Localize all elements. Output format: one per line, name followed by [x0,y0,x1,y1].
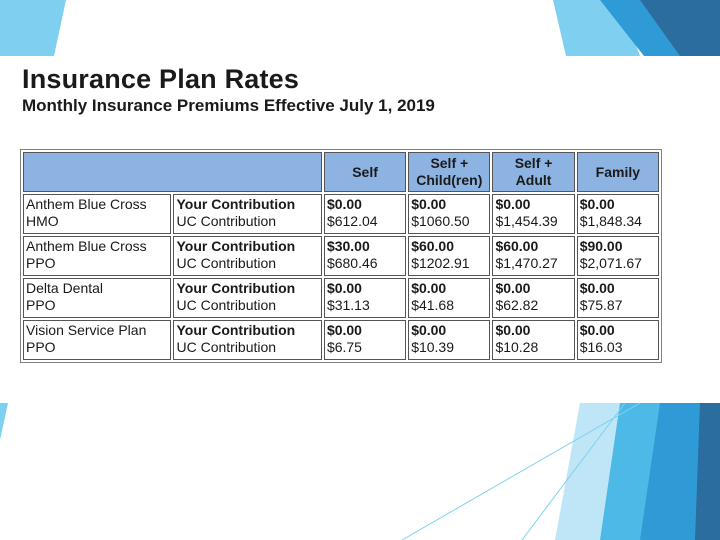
your-contribution-value: $0.00 [411,196,447,212]
plan-type: PPO [26,339,56,355]
contribution-label-cell: Your Contribution UC Contribution [173,278,322,318]
decor-shape-bottom-right-dark [695,403,720,540]
your-contribution-value: $0.00 [326,280,362,296]
decor-shape-top-left [0,0,66,56]
your-contribution-label: Your Contribution [176,196,296,212]
uc-contribution-value: $680.46 [326,255,378,271]
uc-contribution-value: $16.03 [579,339,623,355]
header-self: Self [323,152,407,192]
plan-name: Anthem Blue Cross [26,196,147,212]
plan-name-cell: Anthem Blue Cross HMO [23,194,172,234]
your-contribution-value: $0.00 [579,280,615,296]
uc-contribution-value: $2,071.67 [579,255,642,271]
decor-shape-bottom-left [0,403,8,440]
header-self-label: Self [352,163,378,180]
header-self-child: Self + Child(ren) [408,152,491,192]
uc-contribution-value: $62.82 [495,297,539,313]
self-rate-cell: $0.00 $31.13 [323,278,407,318]
page-subtitle: Monthly Insurance Premiums Effective Jul… [22,96,435,115]
your-contribution-value: $0.00 [579,196,615,212]
self-rate-cell: $0.00 $612.04 [323,194,407,234]
table-header-row: Self Self + Child(ren) Self + Adult Family [23,152,659,192]
header-self-adult: Self + Adult [492,152,575,192]
uc-contribution-value: $612.04 [326,213,378,229]
plan-name: Anthem Blue Cross [26,238,147,254]
your-contribution-value: $30.00 [326,238,370,254]
your-contribution-value: $0.00 [411,322,447,338]
plan-name: Delta Dental [26,280,104,296]
your-contribution-value: $60.00 [495,238,539,254]
decor-line-1 [401,402,641,540]
uc-contribution-value: $6.75 [326,339,362,355]
self-adult-rate-cell: $0.00 $1,454.39 [492,194,575,234]
self-adult-rate-cell: $60.00 $1,470.27 [492,236,575,276]
your-contribution-value: $0.00 [411,280,447,296]
header-family: Family [576,152,659,192]
uc-contribution-value: $1202.91 [411,255,470,271]
uc-contribution-value: $10.28 [495,339,539,355]
uc-contribution-value: $1,470.27 [495,255,558,271]
header-blank [23,152,322,192]
self-adult-rate-cell: $0.00 $62.82 [492,278,575,318]
family-rate-cell: $0.00 $75.87 [576,278,659,318]
header-family-label: Family [595,163,641,180]
plan-name-cell: Anthem Blue Cross PPO [23,236,172,276]
your-contribution-value: $0.00 [326,322,362,338]
plan-name-cell: Vision Service Plan PPO [23,320,172,360]
table-row: Vision Service Plan PPO Your Contribution… [23,320,659,360]
self-child-rate-cell: $0.00 $1060.50 [408,194,491,234]
plan-type: HMO [26,213,59,229]
your-contribution-value: $90.00 [579,238,623,254]
table-row: Delta Dental PPO Your Contribution UC Cont… [23,278,659,318]
plan-type: PPO [26,297,56,313]
self-rate-cell: $0.00 $6.75 [323,320,407,360]
header-self-child-line2: Child(ren) [416,172,483,188]
self-child-rate-cell: $60.00 $1202.91 [408,236,491,276]
family-rate-cell: $0.00 $16.03 [576,320,659,360]
uc-contribution-label: UC Contribution [176,339,277,355]
self-adult-rate-cell: $0.00 $10.28 [492,320,575,360]
table-row: Anthem Blue Cross HMO Your Contribution UC… [23,194,659,234]
header-self-adult-line2: Adult [515,172,552,188]
uc-contribution-label: UC Contribution [176,255,277,271]
page-title: Insurance Plan Rates [22,64,300,94]
family-rate-cell: $0.00 $1,848.34 [576,194,659,234]
contribution-label-cell: Your Contribution UC Contribution [173,236,322,276]
your-contribution-value: $0.00 [495,322,531,338]
self-rate-cell: $30.00 $680.46 [323,236,407,276]
uc-contribution-label: UC Contribution [176,213,277,229]
your-contribution-value: $0.00 [579,322,615,338]
header-self-child-line1: Self + [430,155,469,171]
uc-contribution-value: $31.13 [326,297,370,313]
your-contribution-label: Your Contribution [176,322,296,338]
self-child-rate-cell: $0.00 $10.39 [408,320,491,360]
plan-name-cell: Delta Dental PPO [23,278,172,318]
self-child-rate-cell: $0.00 $41.68 [408,278,491,318]
uc-contribution-value: $10.39 [411,339,455,355]
uc-contribution-label: UC Contribution [176,297,277,313]
decor-shape-top-right-dark [640,0,720,56]
contribution-label-cell: Your Contribution UC Contribution [173,194,322,234]
table-row: Anthem Blue Cross PPO Your Contribution UC… [23,236,659,276]
uc-contribution-value: $1,848.34 [579,213,642,229]
uc-contribution-value: $75.87 [579,297,623,313]
your-contribution-value: $60.00 [411,238,455,254]
uc-contribution-value: $1,454.39 [495,213,558,229]
plan-type: PPO [26,255,56,271]
uc-contribution-value: $41.68 [411,297,455,313]
contribution-label-cell: Your Contribution UC Contribution [173,320,322,360]
decor-line-2 [521,402,626,540]
plan-name: Vision Service Plan [26,322,147,338]
uc-contribution-value: $1060.50 [411,213,470,229]
your-contribution-value: $0.00 [495,280,531,296]
your-contribution-value: $0.00 [326,196,362,212]
family-rate-cell: $90.00 $2,071.67 [576,236,659,276]
your-contribution-label: Your Contribution [176,280,296,296]
rates-table: Self Self + Child(ren) Self + Adult Family… [20,149,662,363]
header-self-adult-line1: Self + [514,155,553,171]
your-contribution-value: $0.00 [495,196,531,212]
your-contribution-label: Your Contribution [176,238,296,254]
